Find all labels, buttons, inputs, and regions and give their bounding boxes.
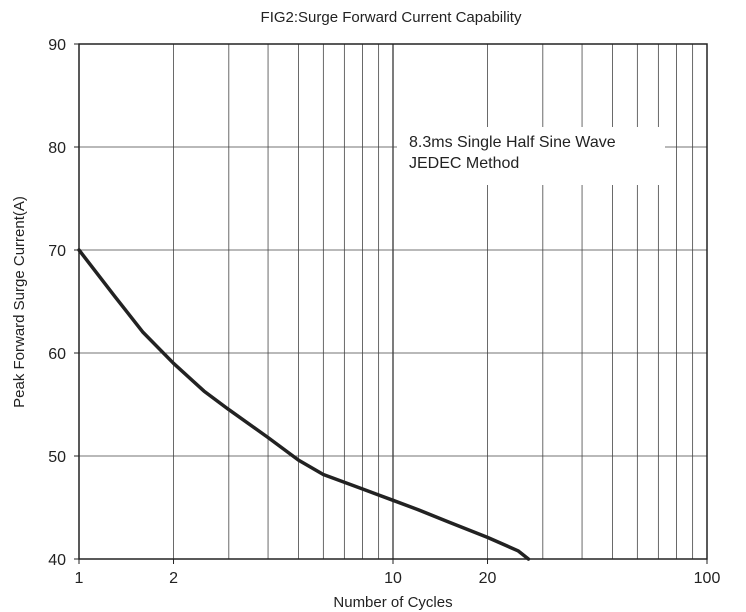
x-axis-label: Number of Cycles — [333, 594, 452, 611]
grid — [79, 44, 707, 559]
annotation-line-1: 8.3ms Single Half Sine Wave — [409, 134, 616, 151]
chart-title: FIG2:Surge Forward Current Capability — [261, 9, 522, 26]
x-tick-labels: 1 2 10 20 100 — [75, 559, 721, 587]
x-tick-label: 1 — [75, 570, 84, 587]
x-tick-label: 2 — [169, 570, 178, 587]
y-tick-label: 90 — [48, 37, 66, 54]
series-layer — [77, 248, 531, 561]
y-tick-label: 80 — [48, 140, 66, 157]
annotation-line-2: JEDEC Method — [409, 155, 519, 172]
x-tick-label: 10 — [384, 570, 402, 587]
y-tick-label: 60 — [48, 346, 66, 363]
series-line — [77, 248, 531, 561]
y-tick-label: 40 — [48, 552, 66, 569]
x-tick-label: 100 — [694, 570, 721, 587]
y-tick-label: 50 — [48, 449, 66, 466]
annotation-box — [397, 127, 665, 185]
x-tick-label: 20 — [479, 570, 497, 587]
y-tick-labels: 40 50 60 70 80 90 — [48, 37, 79, 569]
y-axis-label: Peak Forward Surge Current(A) — [11, 196, 28, 408]
y-tick-label: 70 — [48, 243, 66, 260]
